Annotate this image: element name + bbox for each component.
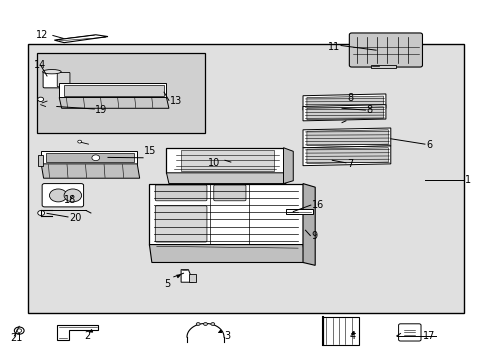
Polygon shape bbox=[166, 148, 283, 173]
Polygon shape bbox=[59, 98, 168, 108]
Polygon shape bbox=[166, 173, 285, 184]
FancyBboxPatch shape bbox=[42, 184, 83, 207]
Circle shape bbox=[203, 323, 207, 325]
Text: 8: 8 bbox=[366, 105, 372, 115]
Text: 2: 2 bbox=[84, 331, 91, 341]
Bar bbox=[37, 53, 205, 134]
Polygon shape bbox=[38, 155, 42, 166]
FancyBboxPatch shape bbox=[57, 72, 70, 87]
Text: 8: 8 bbox=[346, 93, 352, 103]
FancyBboxPatch shape bbox=[155, 206, 206, 242]
Polygon shape bbox=[303, 105, 385, 121]
Text: 10: 10 bbox=[207, 158, 220, 168]
Polygon shape bbox=[306, 148, 387, 163]
Text: 7: 7 bbox=[346, 159, 352, 169]
Polygon shape bbox=[54, 35, 108, 42]
Polygon shape bbox=[283, 148, 293, 184]
Text: 1: 1 bbox=[464, 175, 470, 185]
Text: 9: 9 bbox=[311, 231, 317, 240]
Circle shape bbox=[64, 189, 81, 202]
Polygon shape bbox=[306, 96, 383, 109]
Polygon shape bbox=[46, 153, 134, 162]
Text: 5: 5 bbox=[163, 279, 170, 289]
Polygon shape bbox=[64, 85, 163, 96]
Circle shape bbox=[78, 140, 81, 143]
Text: 16: 16 bbox=[311, 200, 324, 210]
Text: 3: 3 bbox=[224, 331, 230, 341]
Polygon shape bbox=[57, 325, 98, 339]
Circle shape bbox=[38, 211, 44, 216]
Text: 20: 20 bbox=[69, 213, 81, 223]
FancyBboxPatch shape bbox=[348, 33, 422, 67]
Text: 21: 21 bbox=[10, 333, 23, 343]
FancyBboxPatch shape bbox=[43, 71, 61, 88]
FancyBboxPatch shape bbox=[155, 185, 206, 201]
Polygon shape bbox=[303, 184, 315, 265]
Polygon shape bbox=[303, 128, 390, 148]
Bar bbox=[322, 317, 358, 345]
Bar bbox=[370, 64, 395, 68]
FancyBboxPatch shape bbox=[398, 324, 420, 341]
Text: 15: 15 bbox=[144, 146, 156, 156]
Circle shape bbox=[49, 189, 67, 202]
Polygon shape bbox=[59, 83, 166, 98]
Text: 19: 19 bbox=[95, 105, 107, 115]
Polygon shape bbox=[149, 184, 303, 244]
Text: 12: 12 bbox=[36, 30, 49, 40]
Circle shape bbox=[17, 329, 21, 332]
Polygon shape bbox=[303, 146, 390, 166]
Text: 4: 4 bbox=[348, 331, 355, 341]
Circle shape bbox=[38, 97, 43, 102]
Polygon shape bbox=[181, 150, 273, 171]
Bar bbox=[27, 44, 463, 313]
Circle shape bbox=[196, 323, 200, 325]
Text: 14: 14 bbox=[34, 60, 46, 70]
Circle shape bbox=[92, 155, 100, 161]
Text: 11: 11 bbox=[327, 42, 339, 51]
Text: 13: 13 bbox=[169, 96, 182, 106]
Polygon shape bbox=[306, 130, 387, 145]
Polygon shape bbox=[285, 210, 312, 214]
Text: 18: 18 bbox=[64, 195, 76, 206]
Circle shape bbox=[14, 327, 24, 334]
Polygon shape bbox=[41, 164, 140, 178]
FancyBboxPatch shape bbox=[213, 185, 245, 201]
Polygon shape bbox=[41, 151, 137, 164]
Polygon shape bbox=[306, 107, 383, 120]
Polygon shape bbox=[181, 270, 193, 282]
Ellipse shape bbox=[42, 69, 61, 74]
Text: 17: 17 bbox=[423, 331, 435, 341]
Polygon shape bbox=[188, 274, 195, 282]
Circle shape bbox=[210, 323, 214, 325]
Text: 6: 6 bbox=[425, 140, 431, 150]
Polygon shape bbox=[303, 94, 385, 110]
Polygon shape bbox=[149, 244, 305, 262]
